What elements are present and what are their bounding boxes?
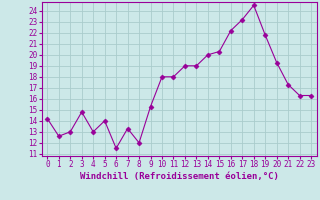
X-axis label: Windchill (Refroidissement éolien,°C): Windchill (Refroidissement éolien,°C) bbox=[80, 172, 279, 181]
